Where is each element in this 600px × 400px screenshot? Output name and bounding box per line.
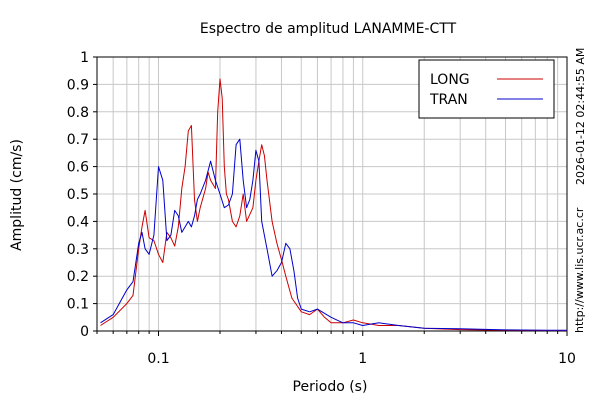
url-annotation: http://www.lis.ucr.ac.cr bbox=[573, 207, 586, 333]
y-tick-label: 0.4 bbox=[67, 214, 89, 230]
y-tick-label: 0.3 bbox=[67, 242, 89, 258]
y-tick-label: 0.6 bbox=[67, 160, 89, 176]
y-tick-label: 1 bbox=[80, 50, 89, 66]
y-tick-label: 0.5 bbox=[67, 187, 89, 203]
series-line-tran bbox=[100, 138, 567, 331]
chart-legend: LONG TRAN bbox=[418, 59, 555, 119]
timestamp-annotation: 2026-01-12 02:44:55 AM bbox=[574, 47, 587, 185]
axis-ticks: 0 0.1 0.2 0.3 0.4 0.5 0.6 0.7 0.8 0.9 1 0.1 1 10 bbox=[67, 50, 576, 367]
y-tick-label: 0.1 bbox=[67, 297, 89, 313]
legend-label-tran: TRAN bbox=[429, 92, 468, 108]
y-tick-label: 0.7 bbox=[67, 132, 89, 148]
legend-label-long: LONG bbox=[430, 72, 470, 88]
x-tick-label: 0.1 bbox=[147, 351, 169, 367]
y-tick-label: 0 bbox=[80, 324, 89, 340]
series-line-long bbox=[100, 78, 567, 331]
y-tick-label: 0.9 bbox=[67, 77, 89, 93]
series-group bbox=[100, 78, 567, 331]
chart-title: Espectro de amplitud LANAMME-CTT bbox=[200, 21, 457, 37]
x-tick-label: 1 bbox=[358, 351, 367, 367]
y-tick-label: 0.2 bbox=[67, 269, 89, 285]
y-tick-label: 0.8 bbox=[67, 105, 89, 121]
y-axis-label: Amplitud (cm/s) bbox=[9, 139, 25, 251]
legend-box bbox=[418, 59, 555, 119]
x-tick-label: 10 bbox=[558, 351, 576, 367]
x-axis-label: Periodo (s) bbox=[293, 379, 368, 395]
